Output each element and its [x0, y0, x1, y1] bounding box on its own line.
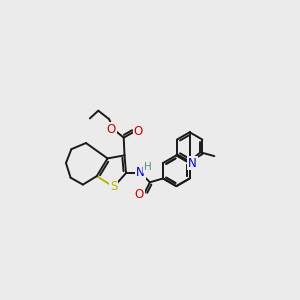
Text: O: O [134, 125, 143, 138]
Text: N: N [188, 157, 197, 169]
Text: O: O [107, 123, 116, 136]
Text: N: N [136, 166, 145, 179]
Text: S: S [110, 180, 117, 194]
Text: O: O [134, 188, 144, 201]
Text: H: H [144, 162, 152, 172]
